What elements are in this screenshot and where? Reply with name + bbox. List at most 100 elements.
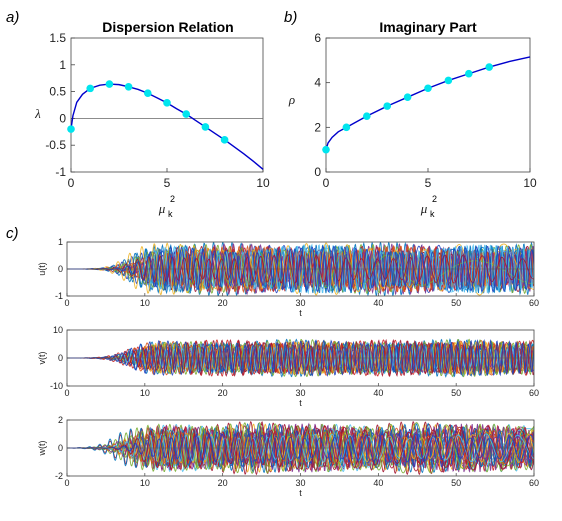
panel-b-title: Imaginary Part <box>379 19 477 35</box>
x-tick-label: 20 <box>218 298 228 308</box>
panel-a-label: a) <box>6 9 19 26</box>
panel-b-ylabel: ρ <box>288 92 295 107</box>
series-line <box>67 433 534 463</box>
y-tick-label: 0 <box>59 111 66 125</box>
y-tick-label: -0.5 <box>45 138 66 152</box>
y-tick-label: 2 <box>314 120 321 134</box>
data-point <box>163 99 171 107</box>
x-tick-label: 60 <box>529 298 539 308</box>
y-axis-label: u(t) <box>37 262 47 276</box>
panel-b-imaginary-part: b) Imaginary Part 0 5 10 0 2 4 6 ρ μ 2 k <box>284 9 537 219</box>
x-tick-label: 20 <box>218 388 228 398</box>
y-tick-label: -2 <box>55 471 63 481</box>
x-tick-label: 40 <box>373 388 383 398</box>
x-tick-label: 10 <box>256 176 270 190</box>
y-tick-label: 0 <box>314 165 321 179</box>
series-curve <box>70 83 264 170</box>
data-point <box>144 89 152 98</box>
panel-b-xlabel-sup: 2 <box>432 194 437 204</box>
series-line <box>67 431 534 465</box>
x-tick-label: 20 <box>218 478 228 488</box>
x-tick-label: 30 <box>295 478 305 488</box>
x-axis-label: t <box>299 398 302 408</box>
data-point <box>201 123 210 131</box>
data-point <box>124 82 133 91</box>
data-point <box>485 63 494 71</box>
data-point <box>444 76 453 85</box>
x-tick-label: 5 <box>425 176 432 190</box>
series-curve <box>325 56 531 150</box>
y-tick-label: 4 <box>314 76 321 90</box>
oscillation-lines <box>67 420 534 476</box>
x-tick-label: 10 <box>523 176 537 190</box>
data-point <box>105 80 114 88</box>
series-line <box>67 425 534 471</box>
data-point <box>383 102 392 110</box>
panel-a-ylabel: λ <box>34 106 41 121</box>
y-tick-label: 1.5 <box>49 31 66 45</box>
panel-b-xlabel-mu: μ <box>420 201 428 216</box>
series-line <box>67 243 534 295</box>
y-tick-label: 1 <box>59 58 66 72</box>
axes-frame <box>325 37 531 173</box>
x-tick-label: 30 <box>295 298 305 308</box>
series-line <box>67 338 534 378</box>
y-tick-label: 6 <box>314 31 321 45</box>
x-tick-label: 10 <box>140 478 150 488</box>
y-axis-label: w(t) <box>37 441 47 457</box>
x-tick-label: 40 <box>373 478 383 488</box>
data-point <box>424 84 432 93</box>
x-tick-label: 0 <box>64 298 69 308</box>
panel-b-label: b) <box>284 9 297 26</box>
series-line <box>67 249 534 289</box>
y-tick-label: 0.5 <box>49 85 66 99</box>
data-point <box>220 136 229 144</box>
x-tick-label: 60 <box>529 388 539 398</box>
panel-a-xlabel: μ 2 k <box>158 194 175 219</box>
y-tick-label: 10 <box>53 325 63 335</box>
x-tick-label: 0 <box>64 388 69 398</box>
data-point <box>322 145 330 154</box>
data-point <box>403 93 412 101</box>
x-tick-label: 10 <box>140 298 150 308</box>
y-tick-label: -1 <box>55 291 63 301</box>
y-tick-label: 1 <box>58 237 63 247</box>
data-point <box>342 123 351 132</box>
x-tick-label: 50 <box>451 298 461 308</box>
x-tick-label: 40 <box>373 298 383 308</box>
panel-b-xlabel-sub: k <box>430 209 435 219</box>
panel-a-dispersion-relation: a) Dispersion Relation 0 5 10 -1 -0.5 0 0.5 1 1.… <box>6 9 270 219</box>
series-line <box>67 245 534 293</box>
y-tick-label: 0 <box>58 264 63 274</box>
panel-a-xlabel-sup: 2 <box>170 194 175 204</box>
y-tick-label: 2 <box>58 415 63 425</box>
data-point <box>182 110 190 118</box>
series-line <box>67 420 534 476</box>
panel-b-xlabel: μ 2 k <box>420 194 437 219</box>
x-tick-label: 0 <box>68 176 75 190</box>
panel-c-label: c) <box>6 225 19 242</box>
series-line <box>67 344 534 372</box>
y-tick-label: 0 <box>58 443 63 453</box>
y-tick-label: -10 <box>50 381 63 391</box>
x-axis-label: t <box>299 308 302 318</box>
x-tick-label: 50 <box>451 388 461 398</box>
x-tick-label: 30 <box>295 388 305 398</box>
y-tick-label: -1 <box>55 165 66 179</box>
panel-a-title: Dispersion Relation <box>102 19 233 35</box>
data-point <box>363 112 371 120</box>
data-point <box>465 69 473 78</box>
x-tick-label: 50 <box>451 478 461 488</box>
oscillation-lines <box>67 338 534 378</box>
series-line <box>67 254 534 284</box>
x-tick-label: 0 <box>64 478 69 488</box>
data-point <box>67 125 75 133</box>
y-tick-label: 0 <box>58 353 63 363</box>
x-tick-label: 0 <box>323 176 330 190</box>
oscillation-lines <box>67 242 534 296</box>
panel-a-xlabel-mu: μ <box>158 201 166 216</box>
